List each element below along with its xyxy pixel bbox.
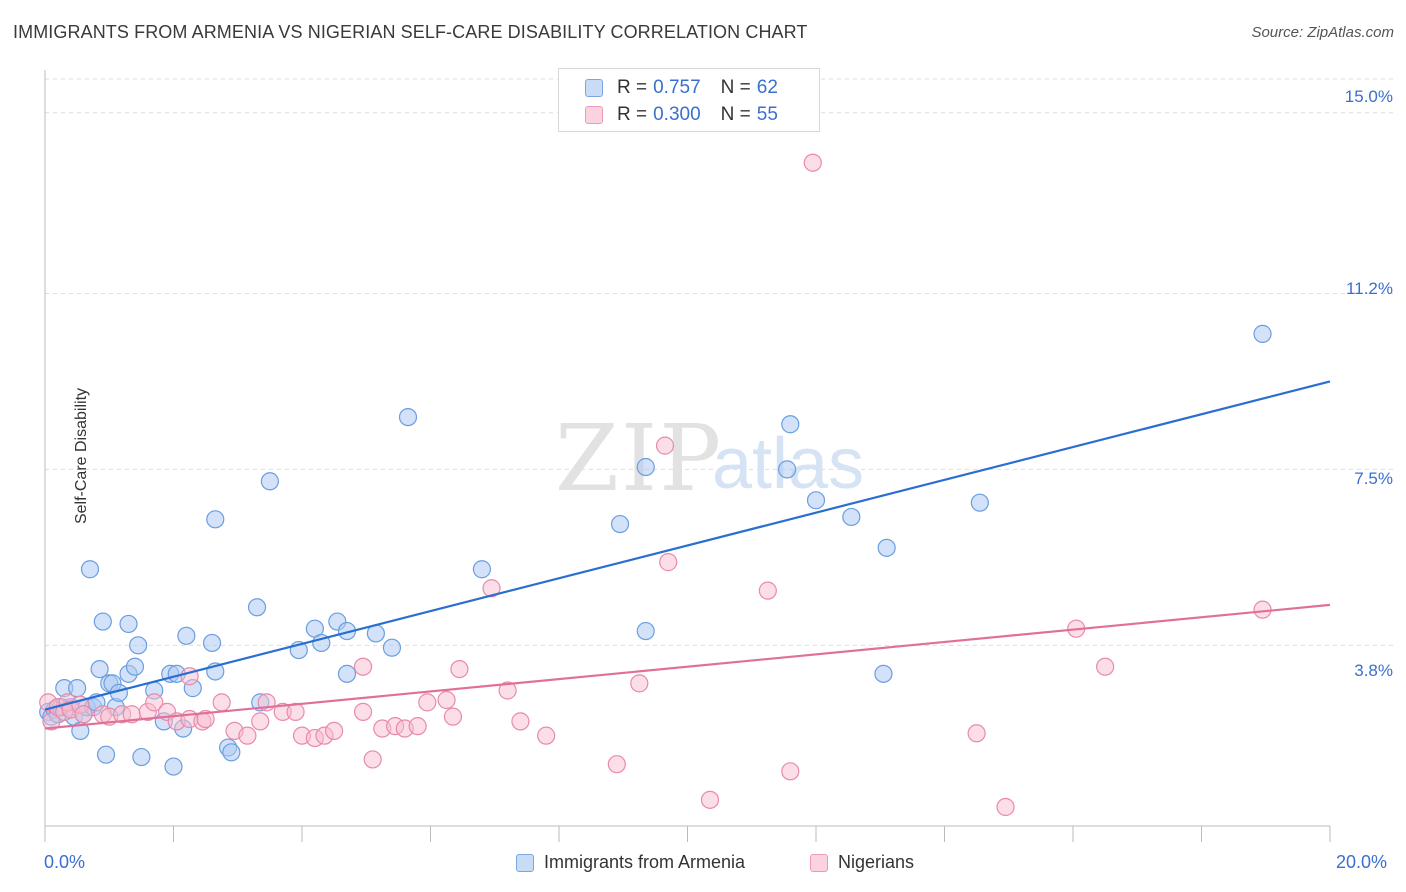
armenia-trend-line [44,380,1331,711]
legend-n-label: N = [720,104,751,125]
armenia-point [781,415,800,434]
watermark-zip: ZIP [555,405,723,512]
x-tick-label: 0.0% [44,852,86,872]
legend-n-value: 62 [756,77,778,98]
nigerian-point [967,724,986,743]
armenia-point [93,612,112,631]
swatch-blue [585,79,603,97]
legend-item-nigerians: Nigerians [810,852,914,873]
nigerian-point [145,693,164,712]
armenia-point [132,747,151,767]
legend-r-value: 0.757 [653,77,701,98]
armenia-point [472,560,491,579]
armenia-point [202,633,222,653]
nigerian-point [212,693,231,712]
nigerian-point [996,797,1015,817]
legend-label: Immigrants from Armenia [544,852,746,872]
armenia-point [636,457,655,477]
nigerian-point [659,553,678,572]
y-axis-label: Self-Care Disability [73,387,91,525]
nigerian-point [781,762,800,781]
armenia-point [877,538,896,557]
nigerian-point [443,707,463,726]
armenia-point [129,636,148,655]
armenia-point [806,491,826,510]
armenia-point [247,598,267,617]
nigerian-point [251,712,270,731]
nigerian-point [74,705,93,724]
armenia-point [842,507,861,527]
nigerian-point [700,790,720,809]
swatch-pink [585,106,603,124]
nigerian-point [408,717,427,736]
legend-label: Nigerians [838,852,915,872]
legend-item-armenia: Immigrants from Armenia [516,852,745,873]
armenia-point [222,743,241,762]
armenia-point [125,657,145,676]
legend-r-value: 0.300 [653,104,701,125]
armenia-point [874,664,893,683]
nigerian-point [353,702,373,721]
nigerian-point [511,712,530,731]
nigerian-point [803,153,822,172]
x-tick-label: 20.0% [1336,852,1388,872]
armenia-point [164,757,183,776]
legend-row-armenia: R = 0.757 N = 62 [585,76,778,100]
series-nigerians [39,153,1272,817]
source-label: Source: ZipAtlas.com [1251,24,1394,41]
trend-lines [44,380,1331,730]
armenia-point [337,664,357,683]
armenia-point [777,460,797,479]
nigerian-point [630,674,649,693]
legend-r-label: R = [617,77,648,98]
nigerian-point [353,657,373,676]
nigerian-point [758,581,777,600]
armenia-point [206,510,225,529]
armenia-point [119,614,138,634]
armenia-point [177,626,196,645]
correlation-legend: R = 0.757 N = 62 R = 0.300 N = 55 [558,68,820,132]
grid-lines [45,78,1395,646]
armenia-point [80,560,100,579]
nigerian-point [482,579,501,598]
nigerian-point [196,709,215,729]
legend-n-label: N = [720,77,751,98]
nigerian-point [418,693,437,712]
y-tick-label: 7.5% [1354,469,1393,488]
armenia-point [382,638,402,657]
chart-title: IMMIGRANTS FROM ARMENIA VS NIGERIAN SELF… [13,22,808,42]
nigerian-point [238,726,257,745]
nigerian-point [498,681,517,700]
nigerian-point [607,755,626,774]
armenia-point [636,621,655,641]
nigerian-trend-line [44,603,1331,730]
armenia-point [90,659,109,679]
armenia-point [1253,324,1272,343]
armenia-point [260,472,279,491]
nigerian-point [655,436,675,455]
nigerian-point [537,726,556,745]
y-tick-label: 3.8% [1354,661,1393,680]
armenia-point [610,514,630,534]
y-tick-label: 15.0% [1344,87,1393,106]
legend-r-label: R = [617,104,648,125]
y-tick-label: 11.2% [1346,279,1393,298]
swatch-blue [516,853,534,872]
nigerian-point [437,690,456,710]
nigerian-point [1253,600,1272,619]
legend-n-value: 55 [756,104,778,125]
swatch-pink [810,853,828,872]
armenia-point [96,745,116,764]
nigerian-point [363,750,382,769]
armenia-point [970,493,989,512]
armenia-point [398,407,418,427]
legend-row-nigerians: R = 0.300 N = 55 [585,103,778,127]
nigerian-point [450,659,469,679]
nigerian-point [1096,657,1115,676]
nigerian-point [325,721,344,741]
